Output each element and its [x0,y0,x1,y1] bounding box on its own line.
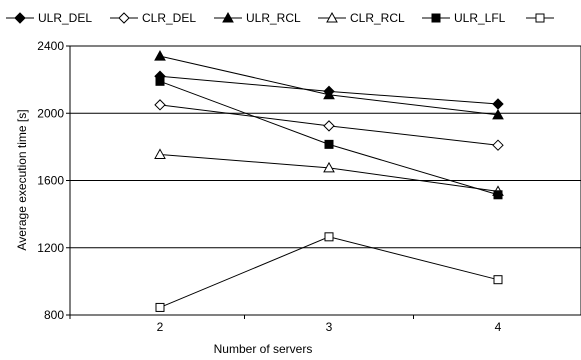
legend-marker [326,11,338,23]
y-axis: 800 1200 1600 2000 2400 [37,39,70,322]
y-tick-label: 1200 [37,241,64,255]
data-point [493,275,503,285]
legend-marker [118,12,130,24]
data-point [493,190,503,200]
series-clr-del [154,99,504,151]
legend-label: ULR_DEL [38,11,92,25]
legend-item [526,13,554,23]
legend-item: ULR_RCL [214,11,301,25]
data-point [154,50,166,61]
data-point [492,139,504,151]
series-unnamed [155,232,503,312]
series-group [154,50,504,312]
y-tick-label: 800 [44,308,64,322]
x-axis: 2 3 4 [69,315,502,334]
legend-item: ULR_LFL [422,11,506,25]
data-point [323,161,335,173]
y-tick-label: 1600 [37,174,64,188]
data-point [324,232,334,242]
data-point [154,148,166,159]
data-point [155,76,165,86]
x-axis-title: Number of servers [214,342,313,356]
legend-item: ULR_DEL [6,11,92,25]
legend: ULR_DEL CLR_DEL ULR_RCL CLR_RCL ULR_LFL [6,11,554,25]
legend-item: CLR_DEL [110,11,196,25]
series-ulr-lfl [155,76,503,200]
data-point [324,139,334,149]
legend-marker [535,13,545,23]
legend-label: CLR_RCL [350,11,405,25]
data-point [155,302,165,312]
y-axis-title: Average execution time [s] [15,109,29,250]
y-tick-label: 2000 [37,106,64,120]
legend-label: CLR_DEL [142,11,196,25]
series-ulr-rcl [154,50,504,120]
legend-label: ULR_RCL [246,11,301,25]
y-tick-label: 2400 [37,39,64,53]
data-point [323,120,335,132]
legend-marker [14,12,26,24]
x-tick-label: 2 [157,320,164,334]
x-tick-label: 3 [326,320,333,334]
data-point [154,99,166,111]
data-point [323,88,335,100]
data-point [492,108,504,120]
x-tick-label: 4 [495,320,502,334]
legend-label: ULR_LFL [454,11,506,25]
legend-item: CLR_RCL [318,11,405,25]
legend-marker [431,13,441,23]
legend-marker [222,11,234,23]
